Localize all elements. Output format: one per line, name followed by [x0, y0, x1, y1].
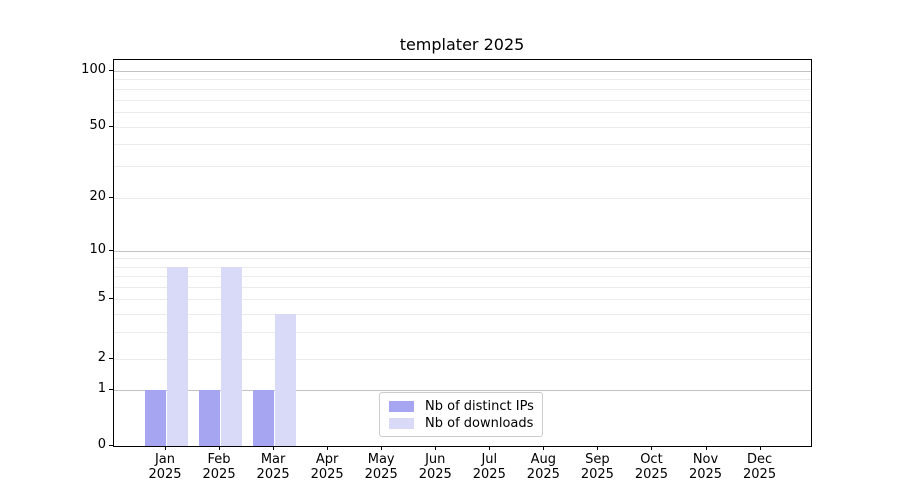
legend-item-downloads: Nb of downloads [389, 415, 533, 431]
y-tick-mark-5 [109, 298, 113, 300]
legend-label-distinct-ips: Nb of distinct IPs [425, 398, 534, 414]
x-tick-label-mar: Mar 2025 [256, 452, 290, 483]
gridline-minor-6 [114, 286, 811, 288]
gridline-minor-2 [114, 358, 811, 360]
gridline-minor-90 [114, 79, 811, 81]
gridline-minor-5 [114, 299, 811, 301]
gridline-minor-40 [114, 143, 811, 145]
y-tick-label-5: 5 [97, 290, 106, 306]
y-tick-label-2: 2 [97, 349, 106, 365]
x-tick-label-sep: Sep 2025 [580, 452, 614, 483]
x-tick-label-dec: Dec 2025 [743, 452, 777, 483]
x-tick-label-jul: Jul 2025 [472, 452, 506, 483]
x-tick-mark-may [381, 446, 383, 450]
gridline-major-1 [114, 390, 811, 391]
bar-nb-of-distinct-ips-jan [144, 390, 166, 446]
x-tick-mark-dec [759, 446, 761, 450]
gridline-minor-50 [114, 126, 811, 128]
gridline-minor-8 [114, 266, 811, 268]
gridline-minor-80 [114, 88, 811, 90]
y-tick-mark-100 [109, 70, 113, 71]
legend-swatch-distinct-ips [389, 400, 414, 412]
legend-item-distinct-ips: Nb of distinct IPs [389, 398, 534, 414]
bar-nb-of-distinct-ips-mar [252, 390, 274, 446]
bar-nb-of-downloads-feb [220, 266, 242, 446]
x-tick-mark-nov [705, 446, 707, 450]
x-tick-label-may: May 2025 [364, 452, 398, 483]
bar-nb-of-downloads-jan [166, 266, 188, 446]
x-tick-mark-jun [435, 446, 437, 450]
gridline-minor-9 [114, 258, 811, 260]
bar-nb-of-distinct-ips-feb [198, 390, 220, 446]
y-tick-label-50: 50 [89, 117, 106, 133]
legend-label-downloads: Nb of downloads [425, 415, 534, 431]
y-tick-mark-10 [109, 250, 113, 251]
bar-nb-of-downloads-mar [274, 313, 296, 446]
y-tick-mark-20 [109, 196, 113, 198]
legend: Nb of distinct IPs Nb of downloads [379, 392, 543, 437]
legend-swatch-downloads [389, 417, 414, 429]
x-tick-label-nov: Nov 2025 [688, 452, 723, 483]
gridline-minor-30 [114, 166, 811, 168]
x-tick-mark-mar [273, 446, 275, 450]
y-tick-label-100: 100 [81, 62, 106, 77]
x-tick-label-jan: Jan 2025 [148, 452, 182, 483]
y-tick-label-10: 10 [89, 242, 106, 257]
chart-title: templater 2025 [399, 35, 525, 54]
y-tick-label-1: 1 [97, 381, 106, 396]
plot-area [113, 59, 812, 447]
x-tick-mark-jan [165, 446, 166, 450]
x-tick-mark-sep [597, 446, 599, 450]
x-tick-mark-oct [651, 446, 653, 450]
x-tick-label-jun: Jun 2025 [418, 452, 452, 483]
y-tick-mark-50 [109, 125, 113, 127]
x-tick-label-oct: Oct 2025 [634, 452, 668, 483]
gridline-minor-60 [114, 112, 811, 114]
x-tick-mark-aug [543, 446, 545, 450]
y-tick-mark-0 [109, 445, 113, 446]
gridline-major-100 [114, 71, 811, 72]
x-tick-mark-feb [219, 446, 221, 450]
gridline-minor-7 [114, 275, 811, 277]
gridline-minor-4 [114, 313, 811, 315]
gridline-minor-3 [114, 332, 811, 334]
x-tick-label-apr: Apr 2025 [310, 452, 344, 483]
x-tick-label-feb: Feb 2025 [202, 452, 236, 483]
x-tick-mark-apr [327, 446, 329, 450]
y-tick-mark-1 [109, 389, 113, 390]
gridline-minor-20 [114, 197, 811, 199]
x-tick-mark-jul [489, 446, 491, 450]
y-tick-mark-2 [109, 357, 113, 359]
x-tick-label-aug: Aug 2025 [526, 452, 560, 483]
y-tick-label-20: 20 [89, 188, 106, 204]
gridline-major-10 [114, 251, 811, 252]
gridline-minor-70 [114, 99, 811, 101]
y-tick-label-0: 0 [97, 437, 106, 452]
